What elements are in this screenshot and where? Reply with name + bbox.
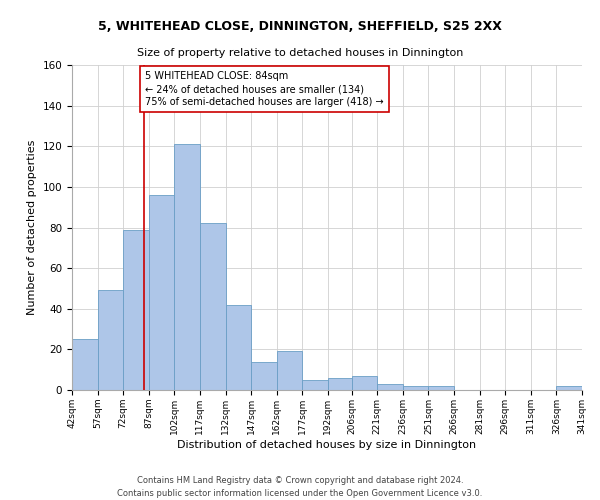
Bar bbox=[403, 386, 428, 390]
Text: Size of property relative to detached houses in Dinnington: Size of property relative to detached ho… bbox=[137, 48, 463, 58]
Bar bbox=[302, 380, 328, 390]
X-axis label: Distribution of detached houses by size in Dinnington: Distribution of detached houses by size … bbox=[178, 440, 476, 450]
Y-axis label: Number of detached properties: Number of detached properties bbox=[27, 140, 37, 315]
Text: 5 WHITEHEAD CLOSE: 84sqm
← 24% of detached houses are smaller (134)
75% of semi-: 5 WHITEHEAD CLOSE: 84sqm ← 24% of detach… bbox=[145, 71, 384, 108]
Text: 5, WHITEHEAD CLOSE, DINNINGTON, SHEFFIELD, S25 2XX: 5, WHITEHEAD CLOSE, DINNINGTON, SHEFFIEL… bbox=[98, 20, 502, 33]
Text: Contains HM Land Registry data © Crown copyright and database right 2024.
Contai: Contains HM Land Registry data © Crown c… bbox=[118, 476, 482, 498]
Bar bbox=[98, 290, 123, 390]
Bar bbox=[377, 384, 403, 390]
Bar bbox=[123, 230, 149, 390]
Bar bbox=[277, 352, 302, 390]
Bar bbox=[556, 386, 582, 390]
Bar bbox=[226, 304, 251, 390]
Bar bbox=[175, 144, 200, 390]
Bar bbox=[149, 195, 175, 390]
Bar bbox=[352, 376, 377, 390]
Bar bbox=[428, 386, 454, 390]
Bar bbox=[251, 362, 277, 390]
Bar bbox=[328, 378, 352, 390]
Bar bbox=[200, 224, 226, 390]
Bar bbox=[72, 339, 98, 390]
